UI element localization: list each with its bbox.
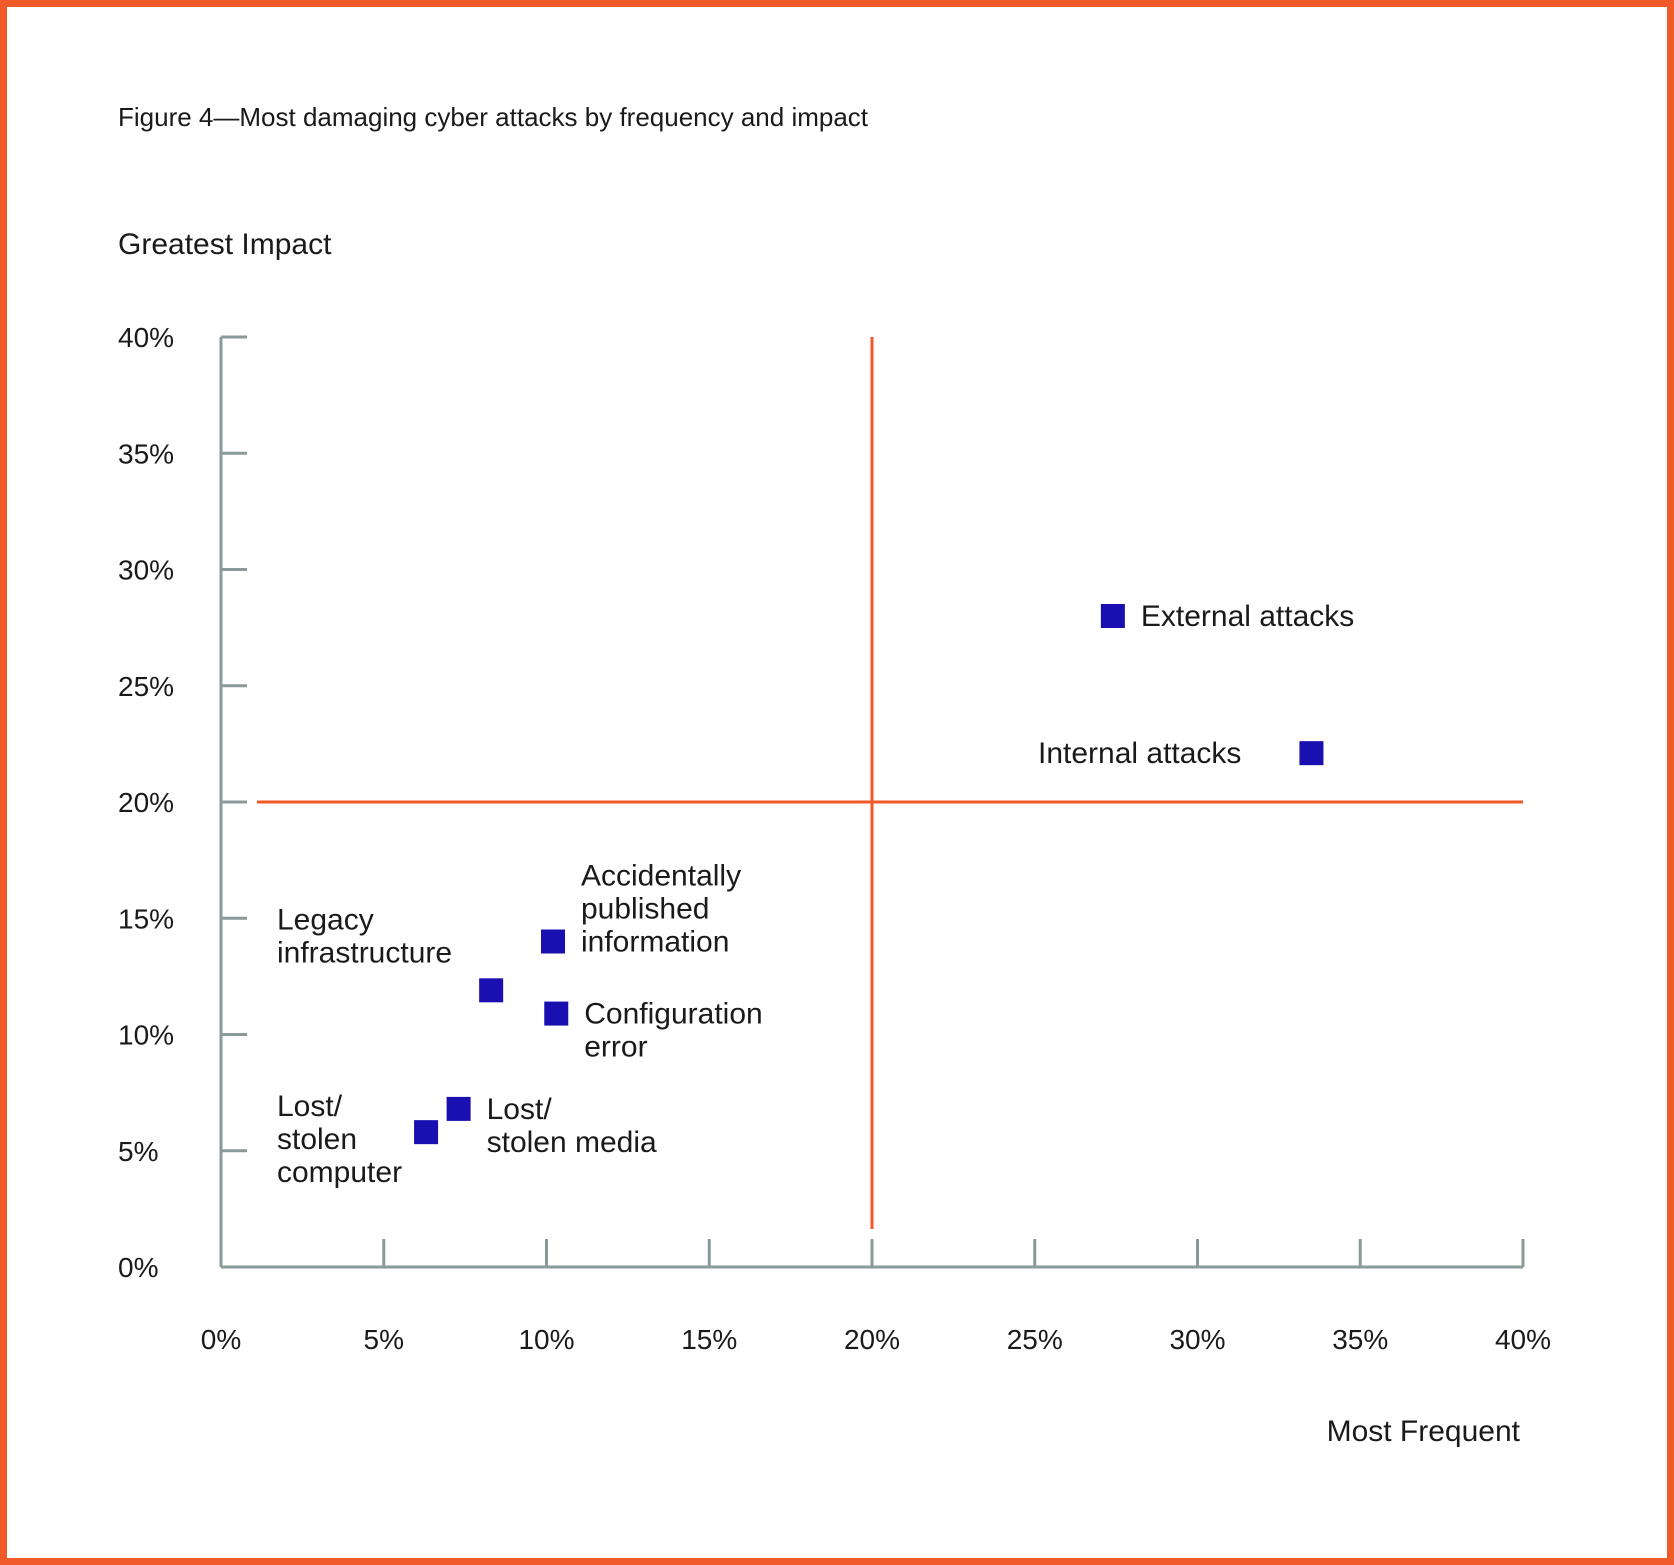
- y-ticks: 0% 5% 10% 15% 20% 25% 30% 35% 40%: [118, 322, 247, 1283]
- y-tick-label: 10%: [118, 1020, 174, 1051]
- data-point-label: Lost/stolen computer: [277, 1090, 402, 1189]
- x-tick-label: 10%: [518, 1324, 574, 1355]
- y-tick-label: 25%: [118, 671, 174, 702]
- data-point-label-line: computer: [277, 1156, 402, 1189]
- x-tick-label: 30%: [1169, 1324, 1225, 1355]
- data-point-label-line: Lost/: [277, 1090, 343, 1123]
- quadrant-lines: [257, 337, 1523, 1229]
- data-point-marker: [1100, 604, 1125, 628]
- y-tick-label: 30%: [118, 555, 174, 586]
- data-point-label-line: stolen: [277, 1123, 357, 1156]
- x-ticks: 0% 5% 10% 15% 20% 25% 30% 35% 40%: [201, 1239, 1551, 1355]
- x-tick-label: 20%: [844, 1324, 900, 1355]
- data-point-label-line: infrastructure: [277, 936, 452, 969]
- data-point-marker: [1299, 741, 1324, 766]
- x-tick-label: 25%: [1007, 1324, 1063, 1355]
- x-tick-label: 0%: [201, 1324, 241, 1355]
- data-point-label-line: Lost/: [487, 1093, 553, 1126]
- data-point-label-line: Legacy: [277, 903, 374, 936]
- y-tick-label: 35%: [118, 438, 174, 469]
- data-point-label: Legacy infrastructure: [277, 903, 452, 969]
- data-point-marker: [541, 929, 566, 954]
- data-point-label: Internal attacks: [1038, 737, 1241, 770]
- data-point-label-line: Accidentally: [581, 860, 741, 893]
- data-point-label-line: information: [581, 926, 729, 959]
- data-point-label-line: stolen media: [487, 1126, 657, 1159]
- y-axis-label: Greatest Impact: [118, 228, 332, 261]
- chart-title: Figure 4—Most damaging cyber attacks by …: [118, 102, 869, 132]
- x-axis-label: Most Frequent: [1326, 1415, 1520, 1448]
- y-tick-label: 40%: [118, 322, 174, 353]
- data-point-label: Lost/stolen media: [487, 1093, 657, 1159]
- data-point-label: Accidentally published information: [581, 860, 741, 959]
- data-point-label-line: Internal attacks: [1038, 737, 1241, 770]
- data-point-label-line: published: [581, 893, 709, 926]
- data-point-label: External attacks: [1141, 600, 1354, 633]
- data-point-marker: [479, 978, 504, 1003]
- y-tick-label: 5%: [118, 1136, 158, 1167]
- data-point-label-line: Configuration: [584, 998, 762, 1031]
- data-points: External attacks Internal attacks Accident…: [277, 600, 1354, 1189]
- x-tick-label: 35%: [1332, 1324, 1388, 1355]
- y-tick-label: 20%: [118, 787, 174, 818]
- x-tick-label: 40%: [1495, 1324, 1551, 1355]
- data-point-label: Configuration error: [584, 998, 762, 1064]
- data-point-label-line: External attacks: [1141, 600, 1354, 633]
- x-tick-label: 5%: [364, 1324, 404, 1355]
- y-tick-label: 0%: [118, 1252, 158, 1283]
- data-point-marker: [446, 1096, 471, 1121]
- y-tick-label: 15%: [118, 903, 174, 934]
- data-point-label-line: error: [584, 1031, 647, 1064]
- data-point-marker: [544, 1001, 569, 1026]
- data-point-marker: [414, 1120, 439, 1145]
- x-tick-label: 15%: [681, 1324, 737, 1355]
